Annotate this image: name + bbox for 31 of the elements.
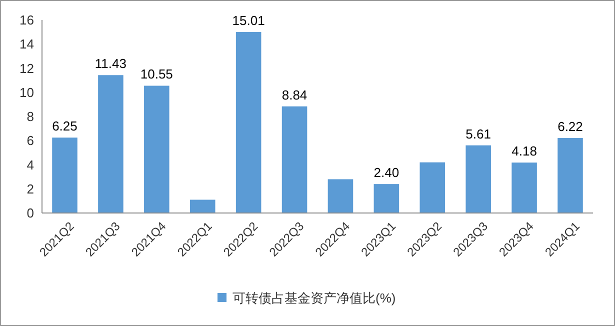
y-tick-label: 14 xyxy=(20,36,34,52)
bar xyxy=(328,179,354,213)
bar xyxy=(98,75,124,213)
data-label: 2.40 xyxy=(374,165,400,180)
bar xyxy=(236,32,262,213)
y-tick-label: 4 xyxy=(26,157,34,172)
data-label: 8.84 xyxy=(282,87,308,102)
bar xyxy=(52,138,78,213)
bar xyxy=(144,86,170,213)
data-label: 10.55 xyxy=(140,66,173,82)
y-tick-label: 2 xyxy=(26,181,34,196)
bar xyxy=(190,200,216,213)
y-tick-label: 0 xyxy=(26,206,34,221)
bar xyxy=(374,184,400,213)
data-label: 15.01 xyxy=(232,12,265,28)
bar xyxy=(558,138,583,213)
data-label: 4.18 xyxy=(512,144,537,159)
y-tick-label: 8 xyxy=(26,109,34,124)
bar xyxy=(466,145,491,213)
data-label: 11.43 xyxy=(94,56,126,72)
data-label: 5.61 xyxy=(466,126,491,142)
y-tick-label: 6 xyxy=(26,133,34,148)
bar xyxy=(282,106,308,213)
legend-label: 可转债占基金资产净值比(%) xyxy=(232,290,396,306)
bar xyxy=(420,162,446,213)
bar xyxy=(512,162,537,213)
y-tick-label: 12 xyxy=(20,60,34,76)
y-tick-label: 10 xyxy=(20,84,34,100)
data-label: 6.22 xyxy=(558,118,583,134)
y-tick-label: 16 xyxy=(20,12,34,28)
data-label: 6.25 xyxy=(52,118,78,134)
